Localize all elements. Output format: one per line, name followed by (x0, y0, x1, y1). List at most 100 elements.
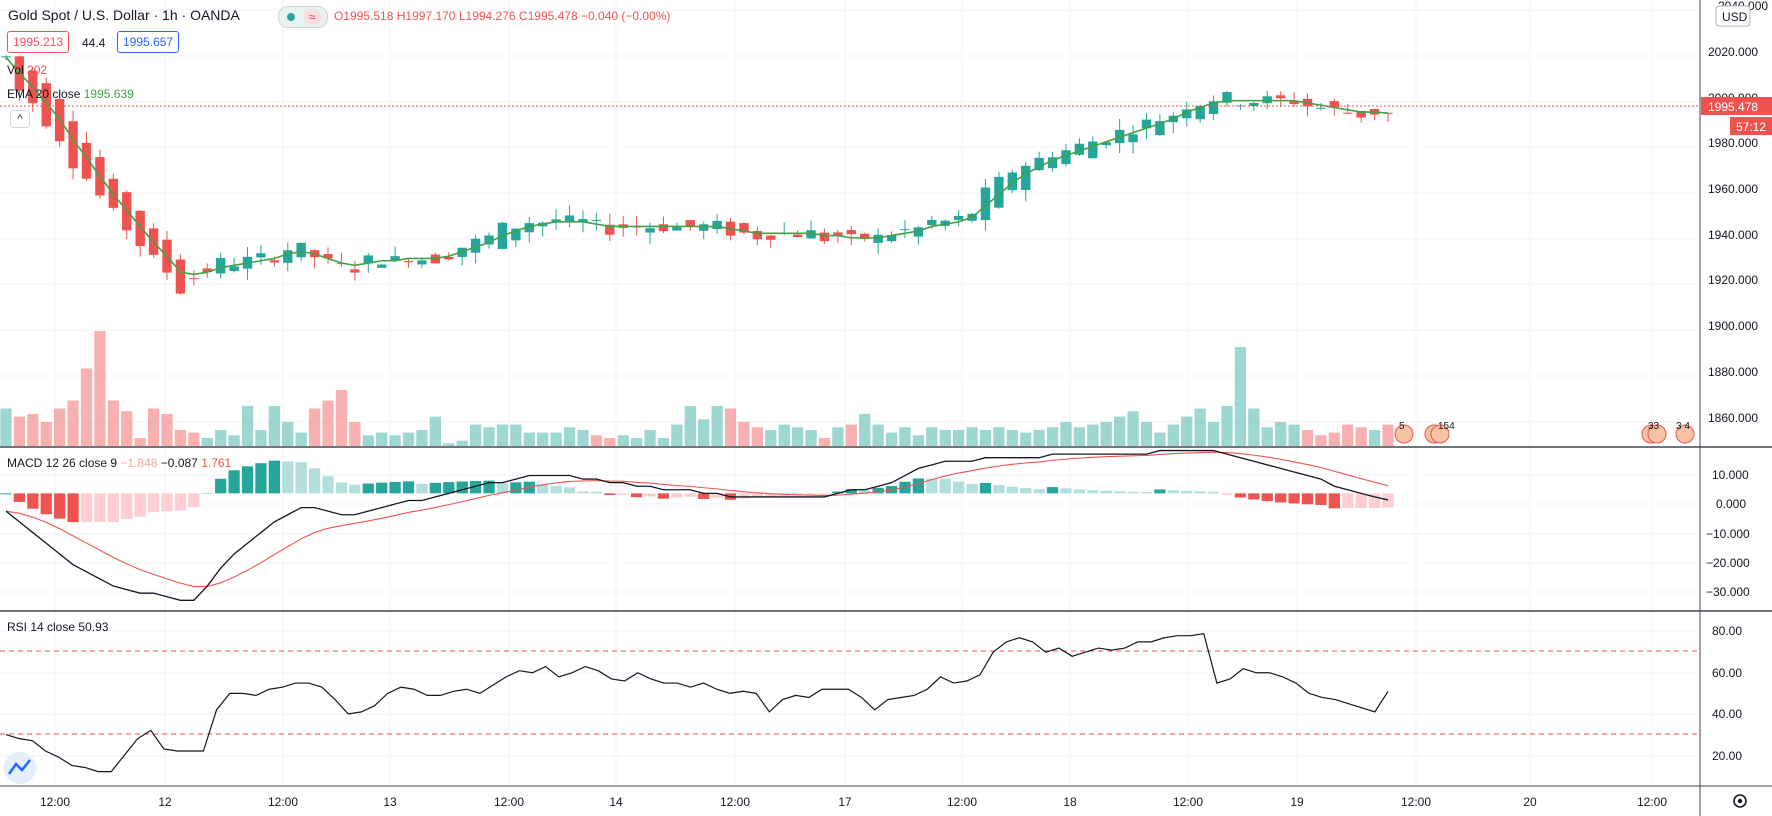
candle (792, 234, 803, 238)
candle (806, 230, 816, 239)
volume-bar (54, 408, 66, 446)
candle (564, 215, 575, 223)
macd-histogram-bar (953, 481, 965, 494)
macd-histogram-bar (429, 482, 441, 494)
macd-histogram-bar (282, 461, 294, 494)
volume-bar (604, 437, 616, 446)
macd-histogram-bar (590, 491, 603, 494)
price-scale[interactable]: 2040.000 2020.000 2000.000 1980.000 1960… (1708, 0, 1768, 425)
volume-bar (80, 368, 93, 446)
macd-histogram-bar (54, 493, 66, 519)
volume-bar (778, 424, 790, 446)
volume-legend[interactable]: Vol 202 (7, 63, 48, 77)
candle (1141, 119, 1152, 129)
volume-bar (818, 437, 831, 446)
symbol-title[interactable]: Gold Spot / U.S. Dollar · 1h · OANDA (8, 7, 240, 23)
volume-bar (174, 429, 187, 446)
volume-bar (27, 413, 39, 446)
volume-bar (94, 331, 106, 446)
macd-histogram-bar (443, 482, 455, 494)
time-label: 12:00 (1637, 795, 1667, 809)
candle (1021, 165, 1031, 191)
candle (994, 176, 1004, 208)
volume-bar (859, 413, 871, 446)
candle (672, 226, 682, 231)
volume-bar (13, 416, 26, 446)
volume-bar (590, 435, 603, 446)
candle (1, 56, 11, 58)
volume-bar (0, 408, 12, 446)
rsi-line (5, 632, 1389, 773)
volume-bar (630, 437, 643, 446)
macd-histogram-bar (630, 493, 643, 498)
macd-scale[interactable]: 10.000 0.000 −10.000 −20.000 −30.000 (1706, 468, 1750, 599)
sell-button[interactable]: 1995.213 (7, 31, 70, 53)
volume-bar (805, 429, 817, 446)
events-markers[interactable]: 5 154 33 3 4 (1394, 421, 1695, 444)
rsi-legend[interactable]: RSI 14 close 50.93 (7, 620, 109, 634)
volume-bar (671, 424, 683, 446)
settings-gear-icon[interactable] (1733, 794, 1747, 808)
currency-badge[interactable] (1715, 5, 1751, 27)
macd-histogram-bar (40, 493, 52, 515)
macd-histogram-bar (335, 482, 348, 494)
volume-bar (1073, 427, 1086, 446)
candle (766, 235, 776, 240)
macd-histogram-bar (94, 493, 106, 523)
time-scale[interactable]: 12:00 12 12:00 13 12:00 14 12:00 17 12:0… (40, 795, 1667, 809)
volume-bar (40, 421, 52, 446)
event-count: 3 4 (1676, 421, 1690, 432)
macd-histogram-bar (550, 485, 562, 494)
macd-tick: −20.000 (1706, 556, 1750, 570)
macd-histogram-bar (912, 478, 925, 494)
macd-legend[interactable]: MACD 12 26 close 9 −1.848 −0.087 1.761 (7, 456, 232, 470)
volume-bar (1114, 416, 1126, 446)
candle (1047, 157, 1058, 169)
collapse-legend-button[interactable]: ^ (10, 110, 30, 128)
macd-histogram-bar (268, 460, 280, 494)
volume-bar (926, 427, 938, 446)
volume-bar (389, 435, 401, 446)
volume-bar (1100, 421, 1112, 446)
candle (403, 261, 414, 263)
volume-bar (429, 416, 441, 446)
volume-bar (107, 400, 119, 446)
countdown-label: 57:12 (1736, 120, 1766, 134)
macd-histogram-bar (80, 493, 93, 523)
volume-bar (349, 421, 361, 446)
volume-bar (215, 429, 227, 446)
macd-histogram-bar (174, 493, 187, 511)
buy-button[interactable]: 1995.657 (117, 31, 180, 53)
price-candles[interactable] (1, 55, 1393, 295)
macd-histogram-bar (1315, 493, 1327, 505)
candle (1182, 109, 1192, 119)
us-flag-icon (1430, 424, 1450, 444)
volume-bar (510, 424, 522, 446)
candle (1275, 95, 1286, 99)
volume-bar (241, 405, 254, 446)
macd-histogram-bar (1046, 487, 1059, 494)
rsi-tick: 80.00 (1712, 624, 1742, 638)
volume-bar (308, 408, 321, 446)
rsi-scale[interactable]: 80.00 60.00 40.00 20.00 (1712, 624, 1742, 763)
candle (68, 121, 78, 169)
macd-histogram-bar (389, 481, 401, 494)
tradingview-logo-icon[interactable] (4, 752, 36, 784)
rsi-tick: 40.00 (1712, 707, 1742, 721)
volume-bar (295, 432, 307, 446)
volume-bar (469, 424, 482, 446)
macd-histogram-bar (698, 493, 710, 499)
time-label: 19 (1290, 795, 1304, 809)
macd-histogram-bar (684, 493, 696, 497)
candle (390, 256, 400, 261)
volume-bar (496, 424, 509, 446)
volume-bar (255, 429, 267, 446)
market-status-toggle[interactable]: ≈ (278, 6, 328, 28)
market-open-dot-icon (287, 13, 295, 21)
macd-histogram-bar (1207, 491, 1220, 494)
ema-legend[interactable]: EMA 20 close 1995.639 (7, 87, 134, 101)
candle (578, 219, 588, 222)
candle (1155, 121, 1165, 136)
candle (417, 260, 427, 265)
